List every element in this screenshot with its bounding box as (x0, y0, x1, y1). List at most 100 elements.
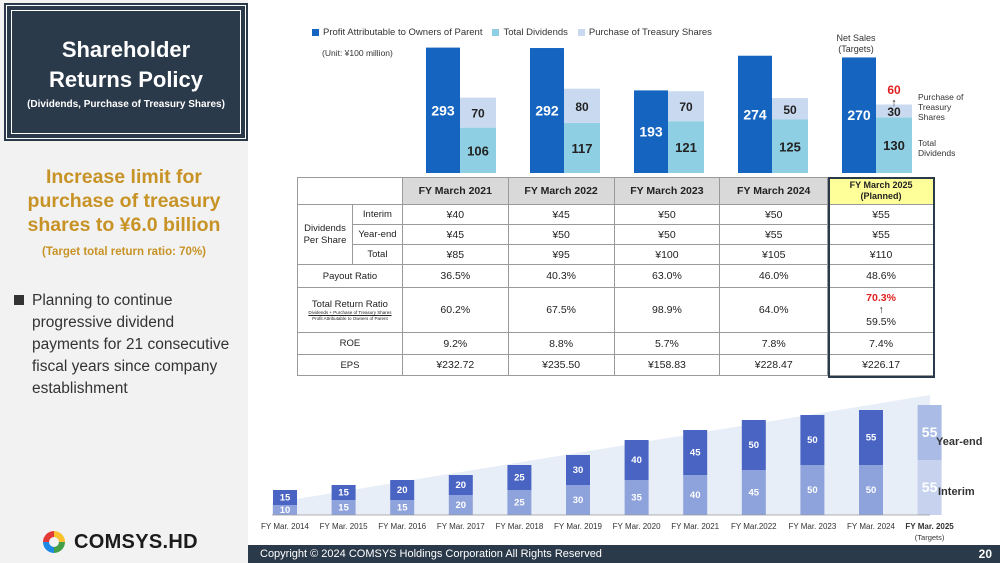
table-row-interim: Dividends Per Share Interim ¥40 ¥45 ¥50 … (297, 204, 935, 265)
bar-interim (800, 465, 825, 515)
bar-treasury-label: 80 (575, 100, 589, 114)
page-title: Shareholder Returns Policy (48, 36, 204, 92)
x-tick-label: FY Mar. 2015 (320, 522, 368, 531)
x-tick-label: FY Mar. 2024 (847, 522, 895, 531)
shareholder-returns-table: FY March 2021 FY March 2022 FY March 202… (297, 177, 935, 376)
legend-swatch-treasury (577, 29, 585, 36)
bar-yearend-label: 45 (690, 448, 701, 459)
bar-dividends-label: 130 (883, 138, 905, 153)
table-cell: 63.0% (613, 264, 721, 288)
title-inner: Shareholder Returns Policy (Dividends, P… (11, 10, 241, 134)
logo-mark-icon (43, 531, 65, 553)
bar-yearend-label: 50 (749, 440, 760, 451)
bar-yearend (859, 410, 883, 465)
bar-yearend (448, 475, 473, 495)
table-cell: ¥100 (613, 244, 721, 265)
bar-interim (624, 480, 649, 515)
bullet-square-icon (14, 295, 24, 305)
x-tick-label: FY Mar. 2025 (905, 522, 954, 531)
bar-yearend (507, 465, 532, 490)
bar-treasury-label: 30 (887, 105, 901, 119)
trr-planned: 59.5% (866, 316, 896, 328)
bar-profit (530, 48, 564, 173)
bar-treasury-label: 50 (783, 103, 797, 117)
bar-yearend (273, 490, 297, 505)
table-cell: 98.9% (613, 287, 721, 333)
dps-label: Dividends Per Share (297, 204, 353, 265)
table-cell: ¥158.83 (613, 354, 721, 376)
company-logo: COMSYS.HD (40, 528, 198, 556)
bar-interim (390, 500, 415, 515)
bar-treasury (876, 104, 912, 118)
eps-label: EPS (297, 354, 403, 376)
bar-yearend (624, 440, 649, 480)
table-header-cell: FY March 2022 (507, 177, 615, 205)
bar-profit-label: 293 (431, 102, 455, 118)
planned-header-line1: FY March 2025 (849, 180, 913, 190)
table-cell: ¥235.50 (507, 354, 615, 376)
table-cell: 7.4% (827, 332, 935, 355)
bar-dividends (876, 117, 912, 173)
table-cell: 36.5% (401, 264, 509, 288)
planned-header-line2: (Planned) (860, 191, 902, 201)
bar-dividends (772, 119, 808, 173)
table-row-payout: Payout Ratio 36.5% 40.3% 63.0% 46.0% 48.… (297, 264, 935, 288)
roe-label: ROE (297, 332, 403, 355)
x-tick-label: FY Mar. 2020 (613, 522, 661, 531)
bar-profit (842, 57, 876, 173)
bar-interim-label: 35 (631, 493, 642, 504)
bar-treasury-label: 70 (471, 107, 485, 121)
chart-legend: Profit Attributable to Owners of Parent … (312, 27, 722, 38)
legend-item-profit: Profit Attributable to Owners of Parent (312, 27, 482, 38)
bar-interim-label: 50 (807, 485, 818, 496)
table-cell: ¥232.72 (401, 354, 509, 376)
footer: Copyright © 2024 COMSYS Holdings Corpora… (248, 545, 1000, 563)
bar-interim-label: 55 (922, 479, 938, 495)
page-subtitle: (Dividends, Purchase of Treasury Shares) (27, 98, 225, 110)
bar-yearend-label: 15 (338, 488, 349, 499)
treasury-target-label: 60 (887, 83, 901, 97)
legend-swatch-dividends (492, 29, 500, 36)
table-cell: 48.6% (827, 264, 935, 288)
x-tick-label: FY Mar. 2023 (788, 522, 836, 531)
bullet-text: Planning to continue progressive dividen… (32, 292, 230, 397)
bar-yearend (800, 415, 825, 465)
x-tick-label: FY Mar. 2017 (437, 522, 485, 531)
bar-interim (917, 460, 942, 515)
legend-item-dividends: Total Dividends (492, 27, 568, 38)
bar-yearend (566, 455, 590, 485)
bar-dividends (668, 121, 704, 173)
bar-yearend-label: 55 (866, 433, 877, 444)
trr-label: Total Return Ratio (311, 298, 388, 310)
table-header-cell: FY March 2024 (719, 177, 829, 205)
bar-yearend-label: 25 (514, 473, 525, 484)
bar-interim (741, 470, 766, 515)
table-cell: ¥226.17 (827, 354, 935, 376)
bar-yearend (741, 420, 766, 470)
bar-yearend-label: 40 (631, 455, 642, 466)
table-row-eps: EPS ¥232.72 ¥235.50 ¥158.83 ¥228.47 ¥226… (297, 354, 935, 376)
table-row-yearend: Year-end ¥45 ¥50 ¥50 ¥55 ¥55 (298, 224, 935, 245)
bar-treasury (772, 98, 808, 120)
bar-dividends (460, 127, 496, 173)
bar-interim (507, 490, 532, 515)
legend-swatch-profit (312, 29, 319, 36)
bar-profit-label: 292 (535, 103, 559, 119)
bar-profit-label: 270 (847, 107, 871, 123)
table-cell: 40.3% (507, 264, 615, 288)
x-tick-label: FY Mar.2022 (731, 522, 777, 531)
bar-yearend-label: 15 (280, 493, 291, 504)
bar-yearend (683, 430, 708, 475)
trr-label-cell: Total Return Ratio Dividends + Purchase … (297, 287, 403, 333)
bar-interim-label: 15 (397, 503, 408, 514)
table-corner (297, 177, 403, 205)
bar-treasury-label: 70 (679, 100, 693, 114)
trr-formula-bottom: Profit Attributable to Owners of Parent (312, 315, 388, 321)
table-row-roe: ROE 9.2% 8.8% 5.7% 7.8% 7.4% (297, 332, 935, 355)
bar-profit (426, 47, 460, 173)
legend-label-profit: Profit Attributable to Owners of Parent (323, 27, 483, 38)
side-label-dividends: Total Dividends (918, 138, 956, 158)
bottom-legend-yearend: Year-end (936, 436, 983, 448)
